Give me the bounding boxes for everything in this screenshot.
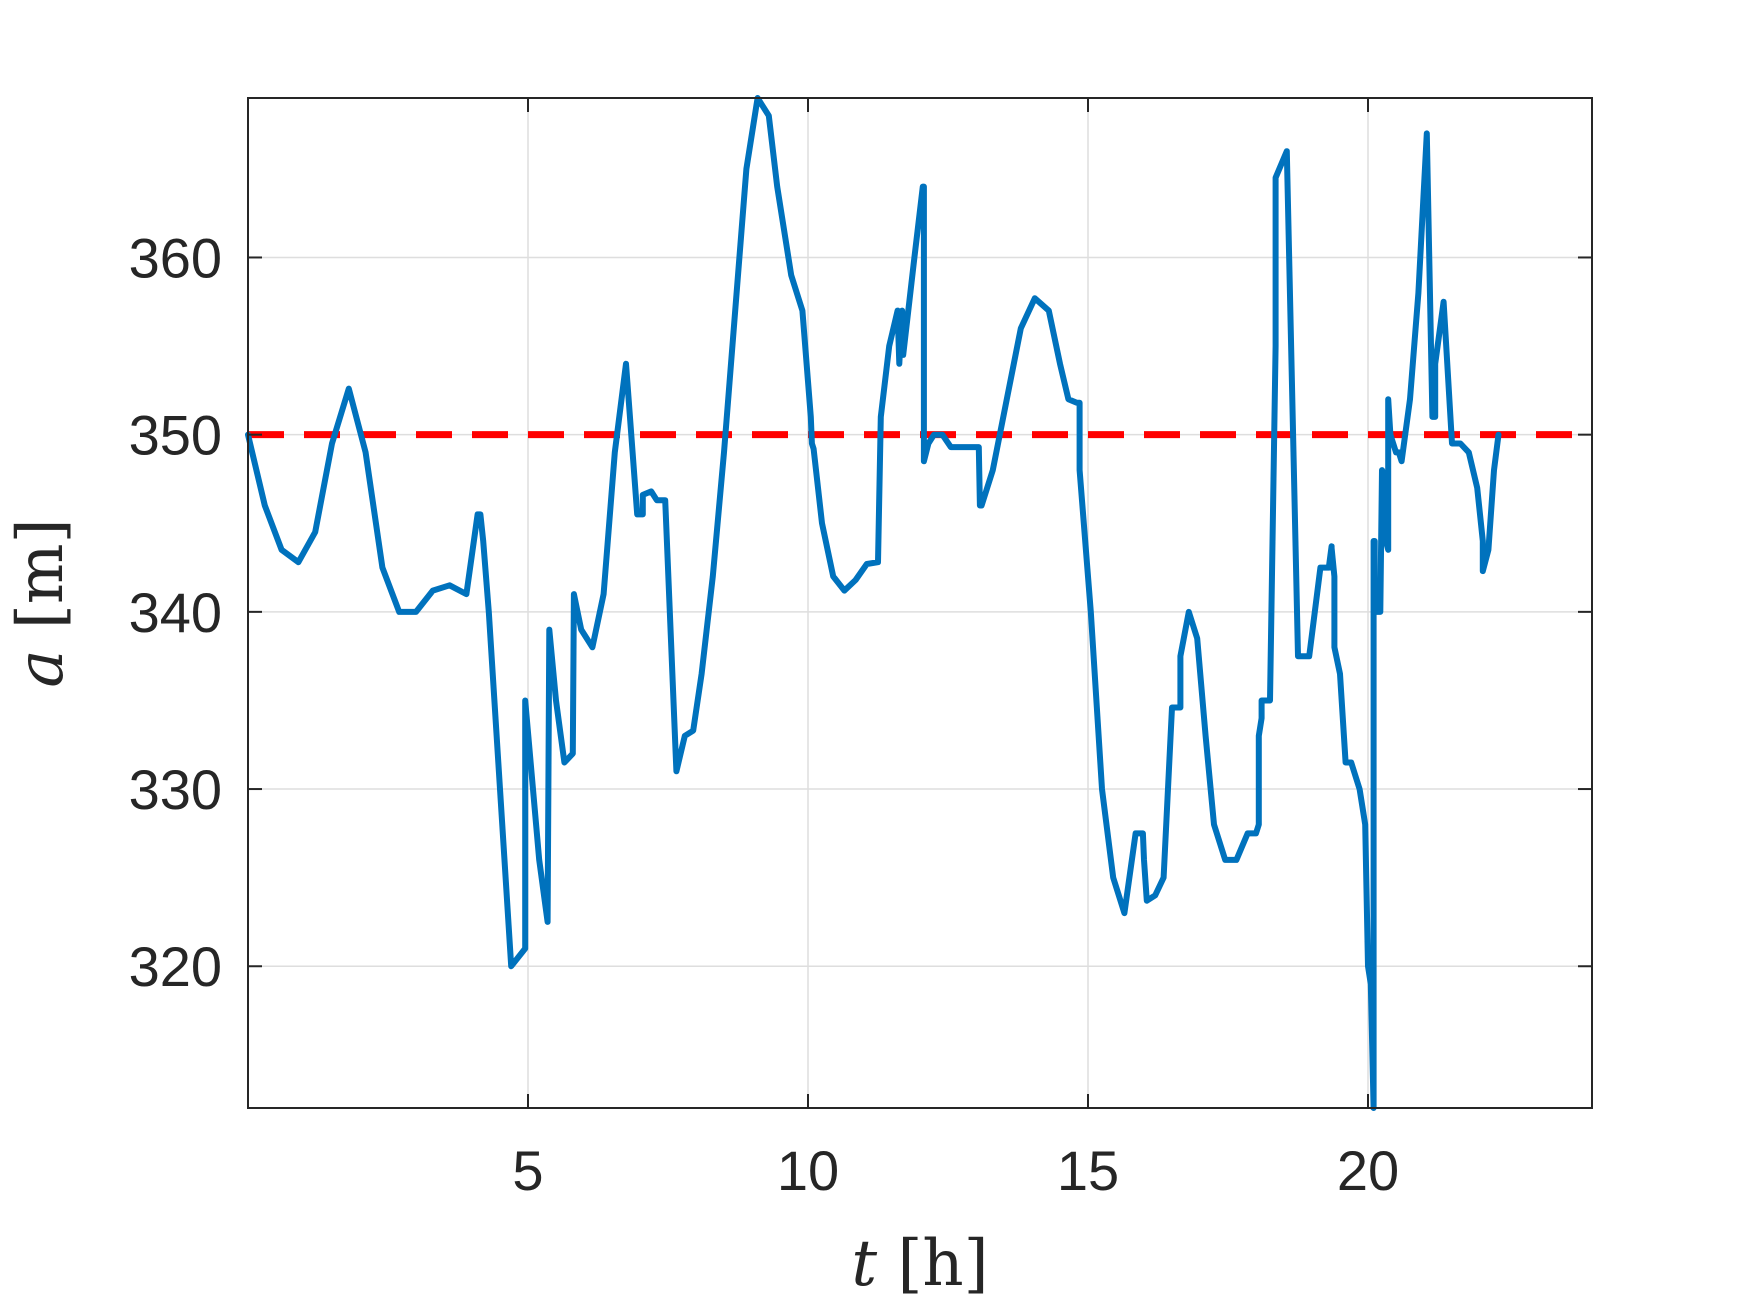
plot-area — [248, 98, 1592, 1108]
tick-labels: 5 10 15 20 320 330 340 350 360 — [129, 226, 1400, 1202]
series-layer — [245, 95, 1502, 1111]
x-axis-label: t [h] — [851, 1227, 988, 1301]
x-tick-label-20: 20 — [1337, 1139, 1399, 1202]
y-tick-label-350: 350 — [129, 404, 222, 467]
x-tick-label-10: 10 — [777, 1139, 839, 1202]
plot-frame — [247, 97, 1593, 1109]
y-axis-variable: a — [4, 649, 78, 687]
series-line — [245, 95, 1502, 1111]
y-tick-label-340: 340 — [129, 581, 222, 644]
y-axis-unit: [m] — [4, 518, 78, 629]
tick-marks — [248, 98, 1592, 1108]
x-axis-unit: [h] — [897, 1227, 988, 1301]
y-tick-label-320: 320 — [129, 935, 222, 998]
y-axis-label: a [m] — [4, 518, 78, 687]
x-tick-label-5: 5 — [512, 1139, 543, 1202]
y-tick-label-360: 360 — [129, 226, 222, 289]
y-tick-label-330: 330 — [129, 758, 222, 821]
x-tick-label-15: 15 — [1057, 1139, 1119, 1202]
x-axis-variable: t — [851, 1227, 877, 1301]
